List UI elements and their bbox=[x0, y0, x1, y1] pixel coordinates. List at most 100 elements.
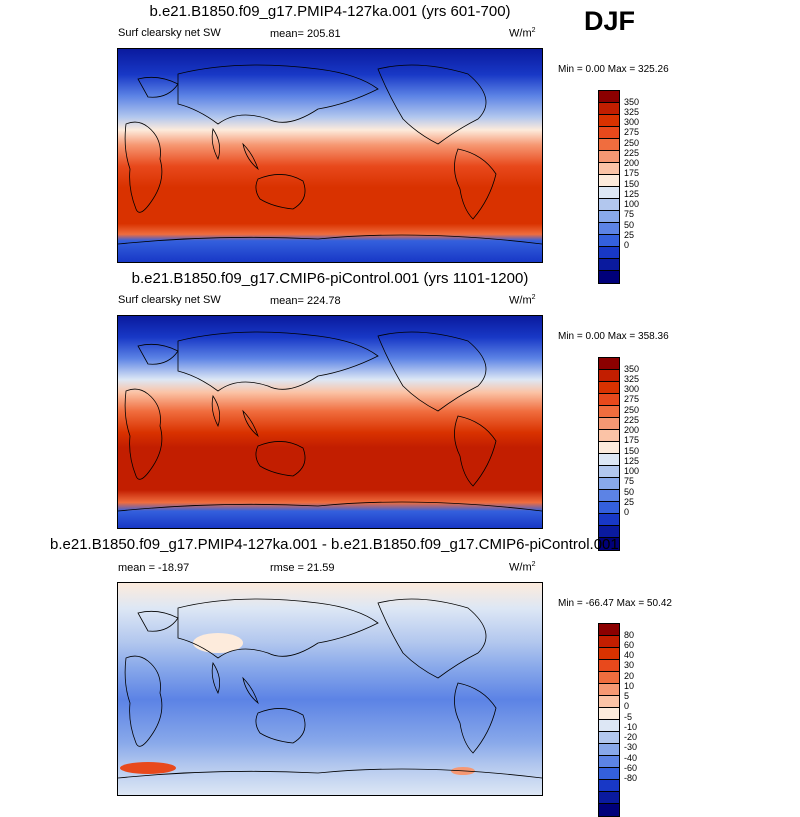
colorbar-swatch bbox=[599, 199, 619, 211]
colorbar-label: 30 bbox=[624, 660, 635, 670]
colorbar-label: 50 bbox=[624, 487, 635, 497]
colorbar-swatch bbox=[599, 792, 619, 804]
colorbar-label: 25 bbox=[624, 497, 635, 507]
colorbar-label: 75 bbox=[624, 476, 635, 486]
colorbar-swatch bbox=[599, 804, 619, 816]
colorbar-swatch bbox=[599, 370, 619, 382]
panel-3-left-label: mean = -18.97 bbox=[118, 562, 190, 574]
colorbar-swatch bbox=[599, 624, 619, 636]
colorbar-label: 25 bbox=[624, 230, 635, 240]
colorbar-label: 20 bbox=[624, 671, 635, 681]
colorbar-label: -80 bbox=[624, 773, 638, 783]
colorbar-swatch bbox=[599, 490, 619, 502]
colorbar-label: 150 bbox=[624, 179, 640, 189]
colorbar-swatch bbox=[599, 115, 619, 127]
colorbar-label: -20 bbox=[624, 732, 638, 742]
panel-1-left-label: Surf clearsky net SW bbox=[118, 27, 221, 39]
colorbar-label: 125 bbox=[624, 189, 640, 199]
panel-1-minmax: Min = 0.00 Max = 325.26 bbox=[558, 64, 669, 75]
colorbar-swatch bbox=[599, 259, 619, 271]
colorbar-label: 125 bbox=[624, 456, 640, 466]
colorbar-swatch bbox=[599, 187, 619, 199]
colorbar-label: 10 bbox=[624, 681, 635, 691]
panel-3-colorbar bbox=[598, 623, 620, 817]
colorbar-swatch bbox=[599, 139, 619, 151]
colorbar-swatch bbox=[599, 235, 619, 247]
colorbar-swatch bbox=[599, 406, 619, 418]
colorbar-swatch bbox=[599, 223, 619, 235]
colorbar-label: 75 bbox=[624, 209, 635, 219]
colorbar-label: 50 bbox=[624, 220, 635, 230]
colorbar-swatch bbox=[599, 151, 619, 163]
panel-2-units: W/m2 bbox=[509, 294, 536, 307]
colorbar-label: 40 bbox=[624, 650, 635, 660]
colorbar-swatch bbox=[599, 696, 619, 708]
colorbar-label: 175 bbox=[624, 435, 640, 445]
colorbar-swatch bbox=[599, 780, 619, 792]
colorbar-swatch bbox=[599, 538, 619, 550]
panel-2-colorbar bbox=[598, 357, 620, 551]
colorbar-label: 200 bbox=[624, 425, 640, 435]
colorbar-swatch bbox=[599, 660, 619, 672]
colorbar-swatch bbox=[599, 127, 619, 139]
colorbar-swatch bbox=[599, 175, 619, 187]
panel-3-minmax: Min = -66.47 Max = 50.42 bbox=[558, 598, 672, 609]
panel-3-units: W/m2 bbox=[509, 561, 536, 574]
colorbar-label: 275 bbox=[624, 394, 640, 404]
season-label: DJF bbox=[584, 6, 636, 36]
panel-2-minmax: Min = 0.00 Max = 358.36 bbox=[558, 331, 669, 342]
colorbar-label: 80 bbox=[624, 630, 635, 640]
colorbar-swatch bbox=[599, 430, 619, 442]
panel-3-center-label: rmse = 21.59 bbox=[270, 562, 335, 574]
panel-1-center-label: mean= 205.81 bbox=[270, 28, 341, 40]
colorbar-label: 275 bbox=[624, 127, 640, 137]
colorbar-label: 350 bbox=[624, 364, 640, 374]
panel-2-map bbox=[117, 315, 543, 529]
colorbar-swatch bbox=[599, 502, 619, 514]
colorbar-label: 100 bbox=[624, 199, 640, 209]
panel-3-map bbox=[117, 582, 543, 796]
colorbar-label: 325 bbox=[624, 374, 640, 384]
colorbar-label: 300 bbox=[624, 384, 640, 394]
colorbar-swatch bbox=[599, 442, 619, 454]
panel-2-title: b.e21.B1850.f09_g17.CMIP6-piControl.001 … bbox=[131, 270, 529, 287]
panel-3-title: b.e21.B1850.f09_g17.PMIP4-127ka.001 - b.… bbox=[50, 536, 619, 553]
colorbar-swatch bbox=[599, 418, 619, 430]
colorbar-swatch bbox=[599, 636, 619, 648]
colorbar-swatch bbox=[599, 358, 619, 370]
colorbar-label: 325 bbox=[624, 107, 640, 117]
colorbar-swatch bbox=[599, 672, 619, 684]
colorbar-label: 300 bbox=[624, 117, 640, 127]
colorbar-swatch bbox=[599, 91, 619, 103]
colorbar-swatch bbox=[599, 211, 619, 223]
colorbar-swatch bbox=[599, 684, 619, 696]
colorbar-label: 225 bbox=[624, 148, 640, 158]
panel-1-colorbar bbox=[598, 90, 620, 284]
colorbar-swatch bbox=[599, 720, 619, 732]
colorbar-swatch bbox=[599, 478, 619, 490]
colorbar-label: -5 bbox=[624, 712, 633, 722]
colorbar-swatch bbox=[599, 732, 619, 744]
colorbar-label: -60 bbox=[624, 763, 638, 773]
colorbar-label: 100 bbox=[624, 466, 640, 476]
colorbar-label: 250 bbox=[624, 138, 640, 148]
colorbar-label: -40 bbox=[624, 753, 638, 763]
colorbar-label: 350 bbox=[624, 97, 640, 107]
colorbar-label: 150 bbox=[624, 446, 640, 456]
colorbar-swatch bbox=[599, 526, 619, 538]
colorbar-label: 225 bbox=[624, 415, 640, 425]
colorbar-swatch bbox=[599, 514, 619, 526]
panel-2-center-label: mean= 224.78 bbox=[270, 295, 341, 307]
colorbar-swatch bbox=[599, 466, 619, 478]
colorbar-label: 250 bbox=[624, 405, 640, 415]
colorbar-swatch bbox=[599, 768, 619, 780]
panel-1-units: W/m2 bbox=[509, 27, 536, 40]
colorbar-swatch bbox=[599, 756, 619, 768]
panel-1-title: b.e21.B1850.f09_g17.PMIP4-127ka.001 (yrs… bbox=[149, 3, 511, 20]
colorbar-label: 175 bbox=[624, 168, 640, 178]
colorbar-label: -30 bbox=[624, 742, 638, 752]
colorbar-swatch bbox=[599, 103, 619, 115]
colorbar-label: 0 bbox=[624, 507, 630, 517]
colorbar-label: 200 bbox=[624, 158, 640, 168]
colorbar-swatch bbox=[599, 708, 619, 720]
